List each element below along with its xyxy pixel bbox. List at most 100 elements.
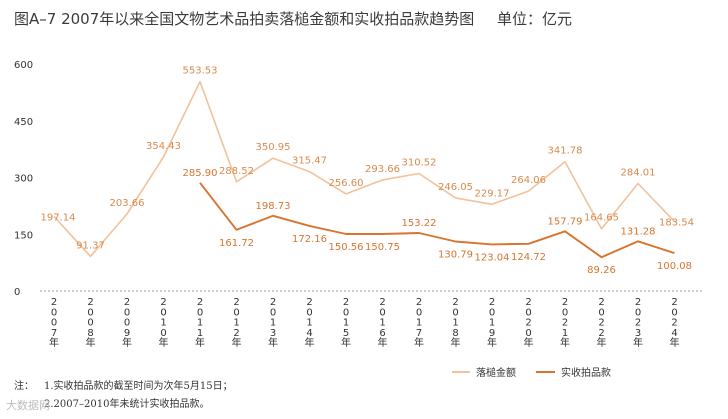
x-tick-label: 0	[489, 307, 495, 318]
x-tick-label: 0	[416, 307, 422, 318]
x-tick-label: 0	[51, 318, 57, 329]
x-tick-label: 2	[124, 297, 130, 308]
data-label-actual: 100.08	[657, 261, 692, 272]
x-tick-label: 年	[122, 336, 132, 349]
data-label-actual: 157.79	[548, 216, 583, 227]
note-lead: 注：	[14, 381, 34, 392]
data-label-actual: 161.72	[219, 238, 254, 249]
x-tick-label: 3	[270, 328, 276, 339]
x-tick-label: 0	[197, 307, 203, 318]
data-label-actual: 124.72	[511, 252, 546, 263]
data-label-actual: 150.75	[365, 242, 400, 253]
x-tick-label: 1	[270, 318, 276, 329]
data-label-actual: 150.56	[329, 242, 364, 253]
data-label-actual: 153.22	[402, 218, 437, 229]
x-tick-label: 年	[487, 336, 497, 349]
x-tick-label: 0	[598, 307, 604, 318]
x-tick-label: 1	[489, 318, 495, 329]
x-tick-label: 0	[635, 307, 641, 318]
x-tick-label: 年	[378, 336, 388, 349]
data-label-hammer: 553.53	[183, 66, 218, 77]
x-tick-label: 0	[671, 307, 677, 318]
note-2-number: 2.	[44, 399, 54, 410]
x-tick-label: 2	[562, 318, 568, 329]
x-tick-label: 年	[86, 336, 96, 349]
x-tick-label: 年	[414, 336, 424, 349]
x-tick-label: 2	[379, 297, 385, 308]
x-tick-label: 0	[160, 307, 166, 318]
x-axis: 2007年2008年2009年2010年2011年2012年2013年2014年…	[40, 290, 702, 349]
data-label-actual: 123.04	[475, 252, 510, 263]
x-tick-label: 2	[416, 297, 422, 308]
x-tick-label: 2	[598, 328, 604, 339]
x-tick-label: 0	[525, 328, 531, 339]
x-tick-label: 9	[124, 328, 130, 339]
note-2-text: 2007–2010年未统计实收拍品款。	[53, 399, 210, 410]
x-tick-label: 0	[160, 328, 166, 339]
x-tick-label: 年	[268, 336, 278, 349]
x-tick-label: 1	[379, 318, 385, 329]
data-label-hammer: 203.66	[110, 198, 145, 209]
series-lines	[53, 80, 676, 259]
data-label-hammer: 229.17	[475, 188, 510, 199]
x-tick-label: 6	[379, 328, 385, 339]
x-tick-label: 0	[452, 307, 458, 318]
x-tick-label: 2	[525, 318, 531, 329]
data-label-hammer: 264.06	[511, 175, 546, 186]
x-tick-label: 0	[379, 307, 385, 318]
x-tick-label: 年	[341, 336, 351, 349]
data-label-hammer: 315.47	[292, 156, 327, 167]
series-line-hammer	[53, 80, 676, 258]
x-tick-label: 0	[525, 307, 531, 318]
data-label-hammer: 284.01	[621, 168, 656, 179]
y-tick-label: 150	[14, 230, 33, 241]
x-tick-label: 年	[49, 336, 59, 349]
x-tick-label: 0	[233, 307, 239, 318]
data-label-hammer: 91.37	[76, 240, 105, 251]
chart-title: 图A–7 2007年以来全国文物艺术品拍卖落槌金额和实收拍品款趋势图	[14, 10, 475, 28]
x-tick-label: 1	[306, 318, 312, 329]
data-label-hammer: 341.78	[548, 146, 583, 157]
legend-label-hammer: 落槌金额	[476, 366, 516, 379]
chart-title-row: 图A–7 2007年以来全国文物艺术品拍卖落槌金额和实收拍品款趋势图 单位：亿元	[14, 8, 572, 29]
x-tick-label: 2	[489, 297, 495, 308]
x-tick-label: 年	[451, 336, 461, 349]
x-tick-label: 2	[343, 297, 349, 308]
data-label-actual: 285.90	[183, 168, 218, 179]
x-tick-label: 2	[562, 297, 568, 308]
x-tick-label: 2	[452, 297, 458, 308]
x-tick-label: 5	[343, 328, 349, 339]
x-tick-label: 0	[306, 307, 312, 318]
data-labels: 197.14 91.37 203.66 354.43 553.53 288.52 350.9…	[41, 66, 695, 277]
x-tick-label: 年	[195, 336, 205, 349]
data-label-hammer: 350.95	[256, 142, 291, 153]
data-label-actual: 131.28	[621, 226, 656, 237]
x-tick-label: 2	[635, 297, 641, 308]
x-tick-label: 年	[232, 336, 242, 349]
x-tick-label: 年	[597, 336, 607, 349]
data-label-hammer: 293.66	[365, 164, 400, 175]
x-tick-label: 2	[525, 297, 531, 308]
x-tick-label: 年	[670, 336, 680, 349]
x-tick-label: 8	[452, 328, 458, 339]
data-label-hammer: 310.52	[402, 158, 437, 169]
note-1: 注： 1.实收拍品款的截至时间为次年5月15日；	[14, 377, 233, 392]
x-tick-label: 2	[51, 297, 57, 308]
x-tick-label: 0	[343, 307, 349, 318]
watermark-text: 大数据网	[6, 399, 50, 412]
x-tick-label: 0	[124, 307, 130, 318]
x-tick-label: 年	[524, 336, 534, 349]
unit-label: 单位：亿元	[497, 10, 573, 28]
y-tick-label: 600	[14, 60, 33, 71]
data-label-hammer: 246.05	[438, 182, 473, 193]
y-tick-label: 300	[14, 174, 33, 185]
y-tick-label: 0	[14, 287, 20, 298]
data-label-hammer: 197.14	[41, 212, 76, 223]
x-tick-label: 2	[270, 297, 276, 308]
x-tick-label: 2	[87, 297, 93, 308]
legend: 落槌金额 实收拍品款	[452, 366, 611, 379]
x-tick-label: 年	[633, 336, 643, 349]
data-label-actual: 172.16	[292, 234, 327, 245]
x-tick-label: 0	[562, 307, 568, 318]
